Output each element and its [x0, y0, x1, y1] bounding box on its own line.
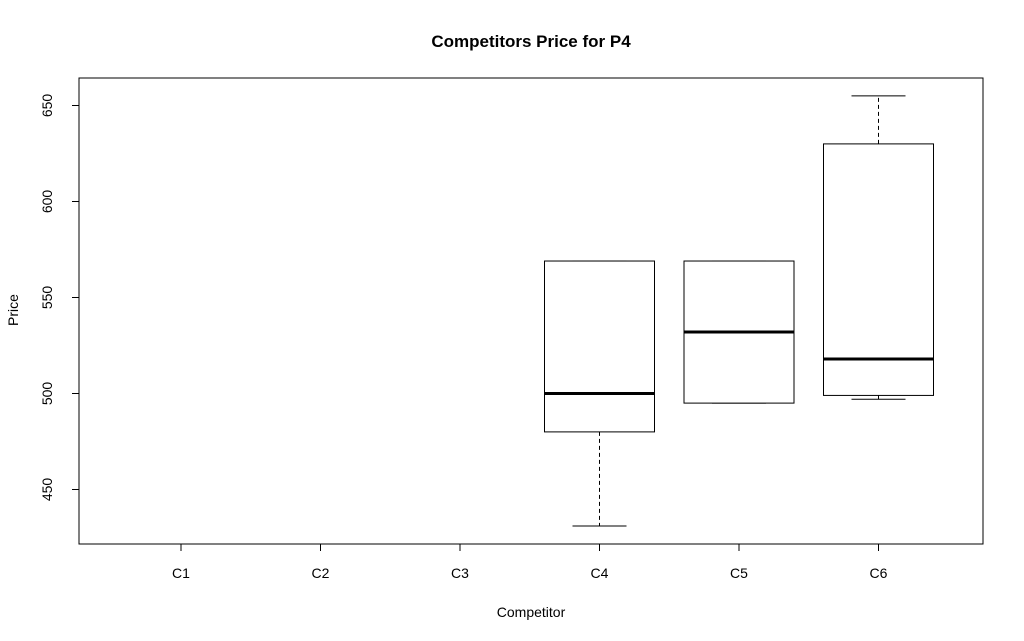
- x-tick-label: C5: [730, 565, 748, 581]
- y-tick-label: 600: [39, 190, 55, 214]
- x-tick-label: C4: [591, 565, 609, 581]
- y-axis-label: Price: [5, 294, 21, 326]
- y-tick-label: 450: [39, 478, 55, 502]
- x-tick-label: C3: [451, 565, 469, 581]
- box-group-c4: [544, 260, 655, 527]
- chart-title: Competitors Price for P4: [431, 32, 631, 51]
- y-tick-label: 650: [39, 94, 55, 118]
- box-group-c5: [683, 260, 795, 404]
- x-tick-label: C6: [870, 565, 888, 581]
- iqr-box: [823, 143, 934, 396]
- plot-frame: [78, 77, 984, 545]
- y-tick-label: 500: [39, 382, 55, 406]
- y-tick-label: 550: [39, 286, 55, 310]
- x-axis-label: Competitor: [497, 604, 566, 620]
- x-tick-label: C1: [172, 565, 190, 581]
- box-group-c6: [823, 95, 934, 400]
- iqr-box: [544, 260, 655, 433]
- x-tick-label: C2: [312, 565, 330, 581]
